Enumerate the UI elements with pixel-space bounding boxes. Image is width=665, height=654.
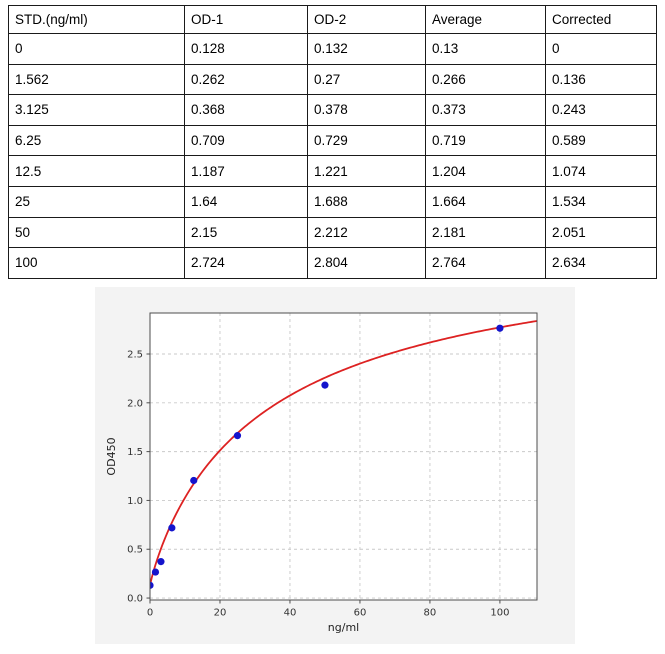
data-point <box>157 558 165 566</box>
data-point <box>321 381 329 389</box>
table-cell: 0.132 <box>307 33 426 65</box>
table-cell: 6.25 <box>8 124 185 157</box>
table-row: 3.125 0.368 0.378 0.373 0.243 <box>8 94 657 126</box>
data-point <box>190 476 198 485</box>
x-tick-label: 80 <box>424 608 437 619</box>
table-cell: 2.724 <box>184 247 308 279</box>
table-header-cell: STD.(ng/ml) <box>8 5 185 34</box>
table-row: 12.5 1.187 1.221 1.204 1.074 <box>8 155 657 187</box>
y-tick-label: 0.5 <box>127 545 143 556</box>
table-cell: 1.204 <box>425 155 546 187</box>
y-tick-label: 1.0 <box>127 496 143 507</box>
table-cell: 3.125 <box>8 94 185 126</box>
table-cell: 100 <box>8 247 185 279</box>
table-row: 25 1.64 1.688 1.664 1.534 <box>8 185 657 218</box>
x-axis-label: ng/ml <box>328 621 359 634</box>
table-cell: 0.27 <box>307 63 426 96</box>
data-point <box>233 432 242 440</box>
plot-area <box>150 313 537 600</box>
table-cell: 2.15 <box>184 216 308 249</box>
table-cell: 1.074 <box>545 155 657 187</box>
table-header-cell: Corrected <box>545 5 657 34</box>
y-tick-label: 1.5 <box>127 447 143 458</box>
table-cell: 0.719 <box>425 124 546 157</box>
table-cell: 0.589 <box>545 124 657 157</box>
x-tick-label: 20 <box>214 608 227 619</box>
table-header-cell: OD-1 <box>184 5 308 34</box>
table-cell: 1.562 <box>8 63 185 96</box>
x-tick-label: 60 <box>354 608 367 619</box>
table-header-cell: Average <box>425 5 546 34</box>
table-cell: 0.128 <box>184 33 308 65</box>
table-cell: 0.262 <box>184 63 308 96</box>
y-tick-label: 2.5 <box>127 350 143 361</box>
table-cell: 1.187 <box>184 155 308 187</box>
table-cell: 25 <box>8 185 185 218</box>
table-cell: 0.729 <box>307 124 426 157</box>
table-header-row: STD.(ng/ml) OD-1 OD-2 Average Corrected <box>8 5 657 34</box>
data-point <box>496 324 504 332</box>
table-cell: 50 <box>8 216 185 249</box>
table-cell: 12.5 <box>8 155 185 187</box>
standard-curve-figure: 0 20 40 60 80 100 0.0 0.5 1.0 1.5 2.0 2.5 ng/ml OD450 <box>95 287 575 644</box>
table-cell: 2.764 <box>425 247 546 279</box>
table-row: 1.562 0.262 0.27 0.266 0.136 <box>8 63 657 96</box>
y-axis-label: OD450 <box>105 437 118 475</box>
table-cell: 0 <box>8 33 185 65</box>
table-row: 0 0.128 0.132 0.13 0 <box>8 33 657 65</box>
table-cell: 0.136 <box>545 63 657 96</box>
table-row: 100 2.724 2.804 2.764 2.634 <box>8 247 657 279</box>
x-tick-label: 40 <box>284 608 297 619</box>
table-cell: 1.688 <box>307 185 426 218</box>
table-row: 50 2.15 2.212 2.181 2.051 <box>8 216 657 249</box>
fit-curve <box>150 320 537 586</box>
table-cell: 0 <box>545 33 657 65</box>
table-cell: 0.709 <box>184 124 308 157</box>
table-cell: 1.664 <box>425 185 546 218</box>
table-cell: 0.243 <box>545 94 657 126</box>
table-cell: 2.804 <box>307 247 426 279</box>
standards-table: STD.(ng/ml) OD-1 OD-2 Average Corrected 0 0.1… <box>8 5 657 279</box>
data-point <box>151 568 160 576</box>
x-tick-label: 100 <box>490 608 509 619</box>
table-cell: 1.221 <box>307 155 426 187</box>
plot-border <box>149 312 538 601</box>
table-cell: 2.051 <box>545 216 657 249</box>
table-cell: 1.534 <box>545 185 657 218</box>
table-cell: 1.64 <box>184 185 308 218</box>
table-cell: 0.373 <box>425 94 546 126</box>
data-point <box>168 524 176 532</box>
table-row: 6.25 0.709 0.729 0.719 0.589 <box>8 124 657 157</box>
table-cell: 0.368 <box>184 94 308 126</box>
table-cell: 2.181 <box>425 216 546 249</box>
table-cell: 0.378 <box>307 94 426 126</box>
table-cell: 2.212 <box>307 216 426 249</box>
table-cell: 2.634 <box>545 247 657 279</box>
standard-curve-chart: 0 20 40 60 80 100 0.0 0.5 1.0 1.5 2.0 2.5 ng/ml OD450 <box>105 312 538 634</box>
data-point <box>150 581 154 589</box>
table-cell: 0.13 <box>425 33 546 65</box>
table-header-cell: OD-2 <box>307 5 426 34</box>
y-tick-label: 2.0 <box>127 398 143 409</box>
y-tick-label: 0.0 <box>127 594 143 605</box>
table-cell: 0.266 <box>425 63 546 96</box>
x-tick-label: 0 <box>147 608 153 619</box>
